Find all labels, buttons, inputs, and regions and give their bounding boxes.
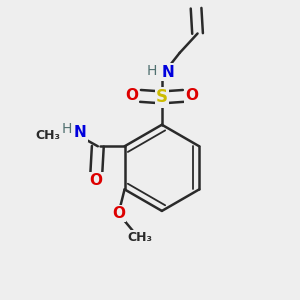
Text: H: H: [147, 64, 157, 78]
Text: N: N: [161, 64, 174, 80]
Text: O: O: [112, 206, 125, 221]
Text: CH₃: CH₃: [35, 129, 60, 142]
Text: N: N: [74, 125, 86, 140]
Text: S: S: [156, 88, 168, 106]
Text: O: O: [125, 88, 138, 104]
Text: CH₃: CH₃: [128, 231, 153, 244]
Text: H: H: [62, 122, 72, 136]
Text: O: O: [89, 173, 103, 188]
Text: O: O: [186, 88, 199, 104]
